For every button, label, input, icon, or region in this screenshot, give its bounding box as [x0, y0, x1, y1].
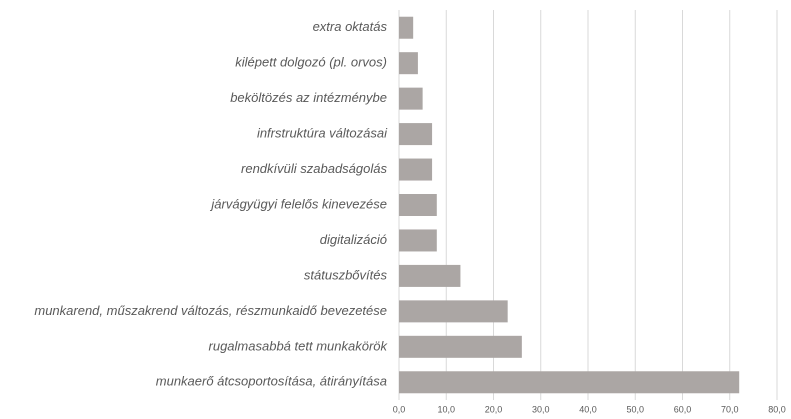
bar — [399, 335, 522, 358]
bar — [399, 87, 423, 110]
bar — [399, 158, 433, 181]
y-tick-label: infrstruktúra változásai — [257, 126, 388, 141]
x-tick-label: 50,0 — [626, 404, 644, 414]
x-tick-label: 70,0 — [721, 404, 739, 414]
x-tick-label: 0,0 — [393, 404, 406, 414]
bar — [399, 194, 437, 216]
y-tick-label: rendkívüli szabadságolás — [241, 161, 387, 176]
x-tick-label: 10,0 — [437, 404, 455, 414]
y-tick-label: munkarend, műszakrend változás, részmunk… — [34, 303, 387, 318]
y-tick-label: munkaerő átcsoportosítása, átirányítása — [156, 374, 387, 389]
bar — [399, 52, 418, 75]
x-tick-label: 30,0 — [532, 404, 550, 414]
y-tick-label: digitalizáció — [320, 232, 387, 247]
y-tick-label: beköltözés az intézménybe — [230, 90, 387, 105]
y-tick-label: státuszbővítés — [304, 267, 388, 282]
y-tick-label: extra oktatás — [313, 19, 388, 34]
bar — [399, 371, 740, 394]
bar — [399, 300, 508, 323]
x-tick-label: 80,0 — [768, 404, 786, 414]
y-tick-label: járvágyügyi felelős kinevezése — [209, 196, 387, 211]
bar — [399, 264, 461, 287]
bar — [399, 16, 414, 39]
y-tick-label: rugalmasabbá tett munkakörök — [209, 338, 389, 353]
x-tick-label: 40,0 — [579, 404, 597, 414]
x-tick-label: 60,0 — [674, 404, 692, 414]
y-tick-label: kilépett dolgozó (pl. orvos) — [235, 55, 387, 70]
bar — [399, 123, 433, 146]
bar — [399, 229, 437, 252]
x-tick-label: 20,0 — [485, 404, 503, 414]
